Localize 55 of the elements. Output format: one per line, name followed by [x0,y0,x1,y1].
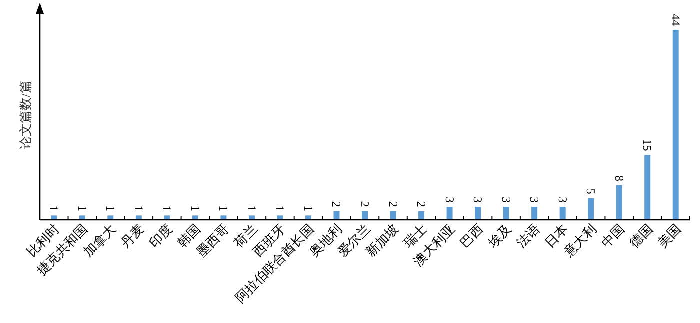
bar [644,155,651,220]
data-label: 1 [188,206,202,212]
data-label: 2 [414,201,429,208]
x-tick-label: 埃及 [484,222,514,252]
data-label: 1 [216,206,231,212]
data-label: 1 [132,206,146,212]
bar [446,207,453,220]
data-label: 1 [47,206,62,212]
bar [616,185,622,220]
bar [136,216,142,220]
bar [108,216,114,220]
data-label: 2 [330,201,344,208]
x-tick-label: 丹麦 [118,222,148,251]
bar [560,207,566,220]
data-label: 1 [273,206,288,212]
data-label: 5 [584,188,598,194]
data-label: 1 [244,206,259,212]
data-label: 8 [612,175,626,182]
bar [672,30,679,220]
x-tick-label: 巴西 [457,222,486,251]
data-label: 3 [471,197,486,204]
bar [362,211,368,220]
data-label: 3 [556,197,570,204]
bar [305,216,312,220]
data-label: 2 [386,201,400,208]
data-label: 3 [499,197,514,204]
x-tick-label: 印度 [146,222,176,251]
bar [418,211,425,220]
bar [475,207,482,220]
bar [248,216,255,220]
x-tick-label: 德国 [626,222,656,251]
bar [51,216,58,220]
bar [532,207,538,220]
data-label: 1 [104,206,118,212]
bar [588,198,594,220]
bar [390,211,396,220]
bar [164,216,170,220]
bar [277,216,284,220]
bar [79,216,86,220]
bar [220,216,227,220]
data-label: 3 [528,197,542,204]
bar [192,216,198,220]
bar [334,211,340,220]
data-label: 1 [301,206,316,212]
data-label: 3 [442,197,457,204]
x-tick-label: 中国 [598,222,628,251]
data-label: 1 [75,206,90,212]
x-tick-label: 法语 [514,222,543,251]
data-label: 15 [640,139,655,152]
data-label: 2 [358,201,372,208]
bar [503,207,510,220]
data-label: 44 [668,14,683,26]
x-tick-label: 美国 [655,222,684,251]
data-label: 1 [160,206,174,212]
y-axis-title: 论文篇数/篇 [18,80,33,150]
